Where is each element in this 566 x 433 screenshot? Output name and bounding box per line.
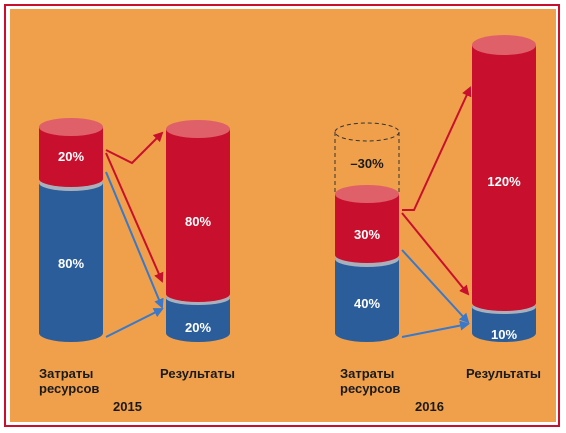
value-2016-output-top: 120%	[487, 174, 521, 189]
segment-2016-output-bottom	[472, 306, 536, 342]
cylinder-2016-output: 120% 10%	[472, 35, 536, 342]
label-2016-input-line2: ресурсов	[340, 381, 400, 396]
value-2016-input-bottom: 40%	[354, 296, 380, 311]
label-year-2015: 2015	[113, 399, 142, 414]
value-2016-input-top: 30%	[354, 227, 380, 242]
segment-2016-output-top	[472, 45, 536, 311]
segment-2015-output-top	[166, 129, 230, 302]
cylinder-2015-input: 20% 80%	[39, 118, 103, 342]
labels: Затраты ресурсов Результаты 2015 Затраты…	[39, 366, 541, 414]
value-2015-output-bottom: 20%	[185, 320, 211, 335]
arrows-2016	[401, 86, 472, 338]
arrow-2016-blue-up	[401, 320, 470, 338]
cap-2015-output	[166, 120, 230, 138]
arrow-2016-red-down	[401, 212, 470, 296]
cap-2016-output	[472, 35, 536, 55]
arrow-2015-blue-up	[105, 308, 164, 338]
segment-2015-input-bottom	[39, 182, 103, 342]
label-2016-input-line1: Затраты	[340, 366, 394, 381]
cylinder-2015-output: 80% 20%	[166, 120, 230, 342]
value-2016-input-reduction: –30%	[350, 156, 384, 171]
arrow-2015-red-up	[105, 131, 164, 165]
ghost-cap-2016-input	[334, 122, 400, 142]
arrows-2015	[105, 131, 164, 338]
cap-2016-input	[335, 185, 399, 203]
segment-2016-input-top	[335, 194, 399, 263]
segment-2015-input-top	[39, 127, 103, 187]
cylinder-2016-input: –30% 30% 40%	[334, 122, 400, 342]
arrow-2015-red-down	[105, 152, 164, 283]
value-2016-output-bottom: 10%	[491, 327, 517, 342]
segment-2015-output-bottom	[166, 297, 230, 342]
label-2016-output: Результаты	[466, 366, 541, 381]
arrow-2016-red-up	[402, 86, 472, 211]
segment-2016-input-bottom	[335, 258, 399, 342]
label-year-2016: 2016	[415, 399, 444, 414]
label-2015-input-line2: ресурсов	[39, 381, 99, 396]
arrow-2015-blue-down	[105, 171, 164, 309]
label-2015-output: Результаты	[160, 366, 235, 381]
value-2015-input-top: 20%	[58, 149, 84, 164]
label-2015-input-line1: Затраты	[39, 366, 93, 381]
value-2015-output-top: 80%	[185, 214, 211, 229]
cap-2015-input	[39, 118, 103, 136]
arrow-2016-blue-down	[401, 249, 470, 324]
value-2015-input-bottom: 80%	[58, 256, 84, 271]
